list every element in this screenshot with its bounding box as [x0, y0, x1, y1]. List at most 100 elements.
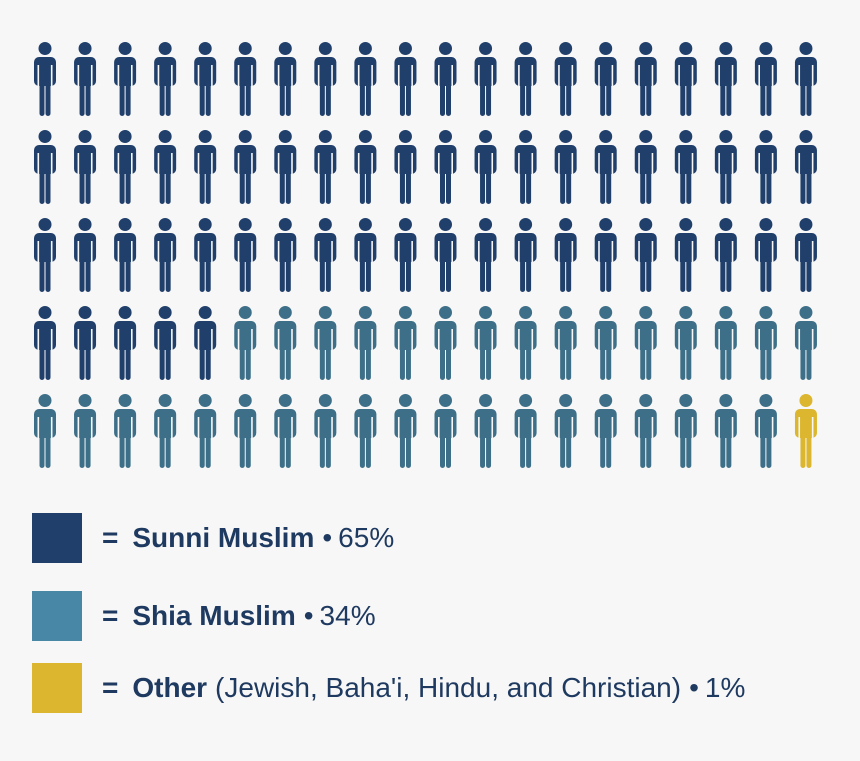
person-icon-shia-muslim: [314, 306, 337, 380]
person-icon-sunni-muslim: [714, 130, 737, 204]
person-icon-sunni-muslim: [314, 218, 337, 292]
person-icon-shia-muslim: [554, 306, 577, 380]
person-icon-shia-muslim: [754, 394, 777, 468]
person-icon-shia-muslim: [634, 394, 657, 468]
person-icon-sunni-muslim: [514, 42, 537, 116]
person-icon-shia-muslim: [394, 394, 417, 468]
legend-bullet: •: [689, 672, 699, 703]
person-icon-shia-muslim: [714, 394, 737, 468]
person-icon-sunni-muslim: [34, 42, 56, 116]
person-icon-shia-muslim: [674, 306, 697, 380]
person-icon-sunni-muslim: [514, 218, 537, 292]
legend-swatch-shia: [32, 591, 82, 641]
person-icon-shia-muslim: [434, 394, 457, 468]
person-icon-sunni-muslim: [714, 218, 737, 292]
person-icon-sunni-muslim: [594, 42, 617, 116]
person-icon-sunni-muslim: [34, 130, 56, 204]
pictograph-chart: [34, 42, 817, 468]
person-icon-shia-muslim: [314, 394, 337, 468]
person-icon-sunni-muslim: [714, 42, 737, 116]
person-icon-sunni-muslim: [794, 42, 817, 116]
person-icon-shia-muslim: [74, 394, 97, 468]
person-icon-shia-muslim: [514, 394, 537, 468]
person-icon-sunni-muslim: [354, 42, 377, 116]
person-icon-shia-muslim: [234, 306, 257, 380]
person-icon-shia-muslim: [554, 394, 577, 468]
person-icon-sunni-muslim: [194, 130, 217, 204]
person-icon-sunni-muslim: [674, 42, 697, 116]
person-icon-shia-muslim: [114, 394, 137, 468]
person-icon-sunni-muslim: [114, 306, 137, 380]
legend-label-shia: Shia Muslim: [132, 600, 296, 631]
person-icon-shia-muslim: [594, 394, 617, 468]
person-icon-shia-muslim: [754, 306, 777, 380]
legend-swatch-other: [32, 663, 82, 713]
person-icon-sunni-muslim: [634, 130, 657, 204]
person-icon-sunni-muslim: [434, 130, 457, 204]
legend-percent-sunni: 65%: [338, 522, 395, 553]
person-icon-sunni-muslim: [274, 42, 297, 116]
person-icon-other: [794, 394, 817, 468]
legend-label-sunni: Sunni Muslim: [132, 522, 315, 553]
person-icon-sunni-muslim: [74, 130, 97, 204]
person-icon-sunni-muslim: [234, 218, 257, 292]
person-icon-shia-muslim: [634, 306, 657, 380]
person-icon-sunni-muslim: [114, 42, 137, 116]
legend-item-shia: = Shia Muslim • 34%: [32, 590, 376, 642]
person-icon-sunni-muslim: [394, 218, 417, 292]
person-icon-sunni-muslim: [154, 306, 177, 380]
person-icon-sunni-muslim: [394, 130, 417, 204]
person-icon-shia-muslim: [474, 394, 497, 468]
person-icon-shia-muslim: [194, 394, 217, 468]
person-icon-sunni-muslim: [434, 42, 457, 116]
person-icon-sunni-muslim: [154, 42, 177, 116]
person-icon-sunni-muslim: [434, 218, 457, 292]
person-icon-shia-muslim: [794, 306, 817, 380]
person-icon-sunni-muslim: [554, 42, 577, 116]
person-icon-sunni-muslim: [634, 42, 657, 116]
person-icon-shia-muslim: [354, 306, 377, 380]
person-icon-sunni-muslim: [594, 130, 617, 204]
legend-swatch-sunni: [32, 513, 82, 563]
person-icon-sunni-muslim: [274, 130, 297, 204]
person-icon-sunni-muslim: [474, 218, 497, 292]
person-icon-sunni-muslim: [34, 306, 56, 380]
person-icon-sunni-muslim: [314, 42, 337, 116]
person-icon-sunni-muslim: [514, 130, 537, 204]
legend-percent-shia: 34%: [319, 600, 376, 631]
person-icon-sunni-muslim: [794, 130, 817, 204]
person-icon-sunni-muslim: [74, 306, 97, 380]
person-icon-sunni-muslim: [674, 130, 697, 204]
person-icon-sunni-muslim: [314, 130, 337, 204]
person-icon-shia-muslim: [354, 394, 377, 468]
person-icon-sunni-muslim: [194, 306, 217, 380]
legend-equals: =: [102, 522, 119, 553]
legend-note-other: (Jewish, Baha'i, Hindu, and Christian): [215, 672, 682, 703]
person-icon-sunni-muslim: [394, 42, 417, 116]
legend-equals: =: [102, 600, 119, 631]
person-icon-sunni-muslim: [554, 218, 577, 292]
person-icon-shia-muslim: [274, 394, 297, 468]
person-icon-sunni-muslim: [594, 218, 617, 292]
person-icon-sunni-muslim: [634, 218, 657, 292]
person-icon-sunni-muslim: [34, 218, 56, 292]
person-icon-sunni-muslim: [794, 218, 817, 292]
person-icon-sunni-muslim: [234, 130, 257, 204]
person-icon-sunni-muslim: [234, 42, 257, 116]
person-icon-sunni-muslim: [754, 218, 777, 292]
legend-percent-other: 1%: [704, 672, 746, 703]
person-icon-sunni-muslim: [194, 42, 217, 116]
legend-label-other: Other: [132, 672, 208, 703]
person-icon-shia-muslim: [154, 394, 177, 468]
person-icon-shia-muslim: [34, 394, 56, 468]
person-icon-sunni-muslim: [474, 42, 497, 116]
person-icon-shia-muslim: [274, 306, 297, 380]
person-icon-shia-muslim: [394, 306, 417, 380]
legend-equals: =: [102, 672, 119, 703]
person-icon-sunni-muslim: [354, 218, 377, 292]
person-icon-shia-muslim: [714, 306, 737, 380]
person-icon-sunni-muslim: [754, 130, 777, 204]
person-icon-shia-muslim: [434, 306, 457, 380]
person-icon-sunni-muslim: [754, 42, 777, 116]
person-icon-shia-muslim: [514, 306, 537, 380]
